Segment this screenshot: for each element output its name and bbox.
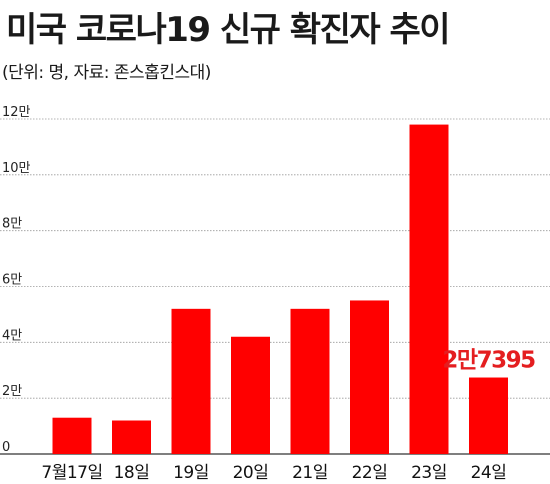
x-tick-label-1: 18일 — [114, 463, 150, 483]
x-tick-label-3: 20일 — [233, 463, 269, 483]
y-tick-label-1: 2만 — [2, 384, 22, 399]
x-tick-label-0: 7월17일 — [41, 463, 102, 483]
y-tick-label-2: 4만 — [2, 328, 22, 343]
bar-5 — [350, 300, 389, 454]
bar-2 — [171, 308, 211, 454]
x-tick-label-2: 19일 — [173, 463, 209, 483]
bar-0 — [52, 417, 92, 454]
y-tick-label-3: 6만 — [2, 273, 22, 288]
x-tick-label-5: 22일 — [352, 463, 388, 483]
data-label-0: 2만7395 — [442, 348, 535, 374]
x-tick-label-7: 24일 — [471, 463, 507, 483]
y-tick-label-5: 10만 — [2, 161, 31, 176]
bar-7 — [469, 377, 508, 454]
bar-4 — [290, 308, 330, 454]
bar-3 — [231, 336, 270, 454]
y-tick-label-6: 12만 — [2, 105, 31, 120]
bar-6 — [409, 124, 449, 454]
bars — [52, 124, 508, 454]
chart-subtitle: (단위: 명, 자료: 존스홉킨스대) — [2, 63, 211, 83]
x-tick-label-6: 23일 — [411, 463, 447, 483]
x-tick-label-4: 21일 — [292, 463, 328, 483]
y-tick-labels: 0 2만 4만 6만 8만 10만 12만 — [2, 105, 31, 455]
data-labels: 2만7395 — [442, 348, 536, 374]
bar-1 — [112, 420, 151, 454]
grid-lines — [0, 118, 550, 455]
chart-title: 미국 코로나19 신규 확진자 추이 — [6, 10, 451, 50]
x-tick-labels: 7월17일 18일 19일 20일 21일 22일 23일 24일 — [41, 463, 507, 483]
y-tick-label-4: 8만 — [2, 217, 22, 232]
y-tick-label-0: 0 — [2, 440, 10, 455]
